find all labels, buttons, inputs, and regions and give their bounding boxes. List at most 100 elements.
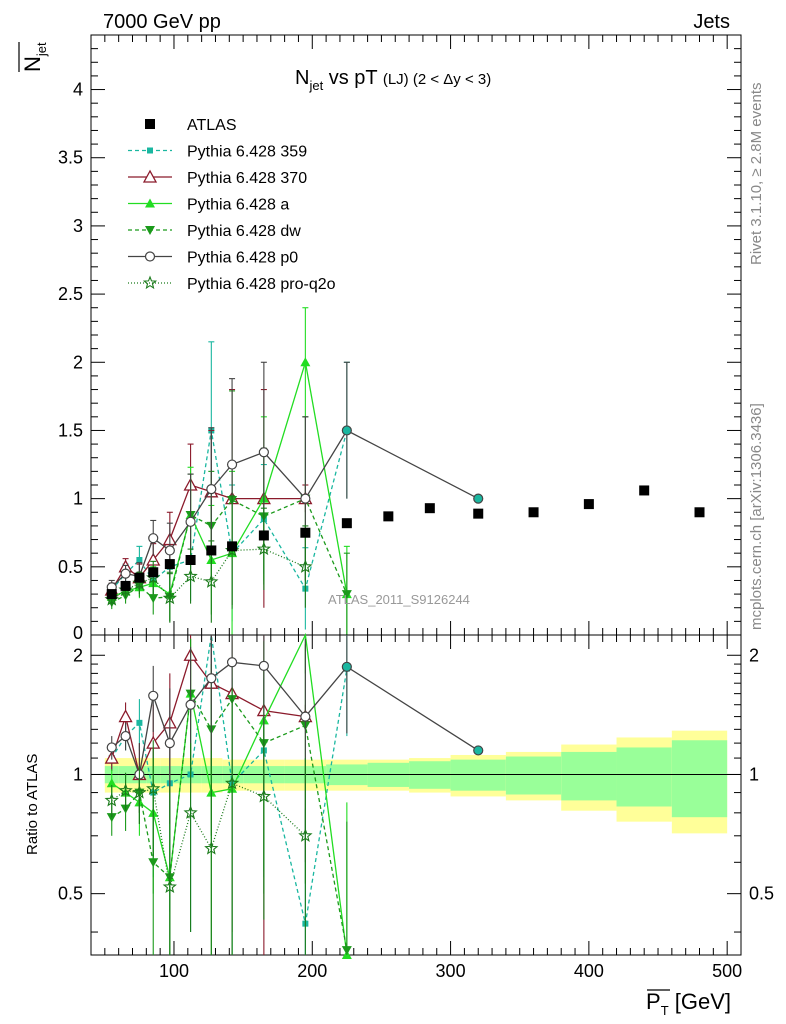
- xlabel-p: P: [646, 989, 661, 1014]
- ratio-band-inner: [450, 759, 506, 791]
- ratio-series-5: [104, 688, 313, 955]
- legend-label: ATLAS: [187, 117, 237, 134]
- legend-label: Pythia 6.428 359: [187, 144, 307, 161]
- atlas-point: [227, 541, 238, 552]
- ratio-series-line: [111, 661, 479, 778]
- legend-entry-2: Pythia 6.428 370: [128, 169, 307, 187]
- ratio-point: [164, 738, 175, 749]
- ratio-point: [106, 813, 117, 823]
- main-series-line: [111, 430, 348, 591]
- atlas-point: [694, 507, 705, 518]
- ratio-point: [120, 730, 131, 742]
- atlas-point: [341, 518, 352, 529]
- title-rest: vs pT: [323, 67, 377, 89]
- ratio-point: [162, 879, 177, 894]
- atlas-point: [528, 507, 539, 518]
- mcplots-text: mcplots.cern.ch [arXiv:1306.3436]: [748, 403, 765, 630]
- ratio-point: [473, 745, 484, 756]
- ratio-series-line: [111, 782, 306, 888]
- main-point: [136, 557, 143, 563]
- main-point: [148, 594, 159, 604]
- atlas-point: [583, 499, 594, 510]
- ratio-point: [300, 711, 311, 722]
- main-point: [185, 516, 196, 527]
- x-tick-label: 100: [159, 961, 189, 981]
- legend-marker: [142, 275, 158, 290]
- main-point: [162, 590, 177, 605]
- ratio-point: [183, 805, 198, 819]
- main-point: [300, 357, 311, 367]
- atlas-point: [148, 567, 159, 578]
- legend-entry-5: Pythia 6.428 p0: [128, 250, 298, 267]
- main-point: [473, 493, 484, 504]
- ratio-point: [204, 840, 219, 855]
- main-y-tick-label: 3.5: [58, 148, 83, 168]
- ratio-series-line: [111, 653, 306, 777]
- main-point: [204, 574, 219, 588]
- ratio-band-inner: [671, 740, 728, 818]
- ratio-point: [136, 719, 143, 726]
- ratio-point: [146, 781, 161, 795]
- legend-marker: [142, 169, 158, 183]
- main-point: [258, 447, 269, 458]
- main-series-line: [111, 362, 348, 598]
- ratio-y-tick-label: 2: [73, 645, 83, 665]
- ratio-point: [298, 828, 313, 842]
- ratio-axis-ticks: 0.5 0.5 1 1 2 2 100 200 300 400 500: [58, 635, 774, 981]
- x-tick-label: 200: [297, 961, 327, 981]
- atlas-point: [206, 545, 217, 556]
- atlas-point: [300, 527, 311, 538]
- legend-label: Pythia 6.428 dw: [187, 223, 301, 240]
- atlas-point: [258, 530, 269, 541]
- header-right: Jets: [693, 11, 730, 33]
- legend-entry-0: ATLAS: [145, 117, 237, 134]
- atlas-point: [134, 572, 145, 583]
- ratio-y-tick-label-right: 0.5: [749, 884, 774, 904]
- main-y-tick-label-zero: 0: [73, 623, 83, 643]
- ratio-series-0: [108, 634, 350, 955]
- title-small: (LJ) (2 < Δy < 3): [383, 71, 491, 88]
- ylabel-n: N: [20, 56, 45, 72]
- ratio-point: [148, 690, 159, 701]
- x-tick-label: 500: [712, 961, 742, 981]
- main-y-tick-label: 1: [73, 489, 83, 509]
- ratio-y-tick-label-right: 1: [749, 764, 759, 784]
- ratio-point: [226, 657, 238, 668]
- legend-label: Pythia 6.428 370: [187, 170, 307, 187]
- ratio-point: [118, 709, 133, 723]
- main-point: [341, 590, 352, 600]
- x-axis-label: PT [GeV]: [646, 989, 731, 1018]
- main-point: [183, 568, 198, 583]
- main-series-line: [111, 548, 306, 601]
- legend-entry-1: Pythia 6.428 359: [128, 144, 307, 161]
- atlas-point: [164, 559, 175, 570]
- xlabel-sub: T: [661, 1003, 669, 1018]
- ratio-y-tick-label: 1: [73, 764, 83, 784]
- legend-entry-6: Pythia 6.428 pro-q2o: [128, 275, 336, 293]
- main-plot-panel: 0.5 1 1.5 2 2.5 3 3.5 4 0 Njet vs pT (LJ) (2 < Δ…: [18, 34, 742, 643]
- ratio-point: [185, 699, 196, 710]
- legend-label: Pythia 6.428 pro-q2o: [187, 276, 336, 293]
- ratio-point: [148, 858, 159, 868]
- main-point: [120, 568, 131, 579]
- main-y-tick-label: 4: [73, 80, 83, 100]
- title-n: N: [295, 67, 309, 89]
- chart-title: Njet vs pT (LJ) (2 < Δy < 3): [295, 67, 491, 93]
- ratio-series-line: [111, 632, 348, 956]
- ratio-series-3: [106, 635, 352, 956]
- ratio-point: [132, 785, 147, 799]
- ratio-uncertainty-band: [104, 730, 728, 834]
- title-sub: jet: [308, 78, 323, 93]
- ylabel-sub: jet: [34, 42, 49, 57]
- main-y-tick-label: 1.5: [58, 420, 83, 440]
- legend-marker: [144, 251, 156, 262]
- legend-marker: [145, 226, 155, 235]
- xlabel-unit: [GeV]: [669, 989, 731, 1014]
- ratio-series-4: [106, 635, 484, 863]
- legend: ATLAS Pythia 6.428 359 Pythia 6.428 370 Pyt…: [128, 117, 336, 293]
- ratio-point: [224, 775, 240, 790]
- main-point: [256, 541, 272, 556]
- x-tick-label: 400: [574, 961, 604, 981]
- main-series-group: [104, 307, 484, 635]
- atlas-point: [106, 589, 117, 600]
